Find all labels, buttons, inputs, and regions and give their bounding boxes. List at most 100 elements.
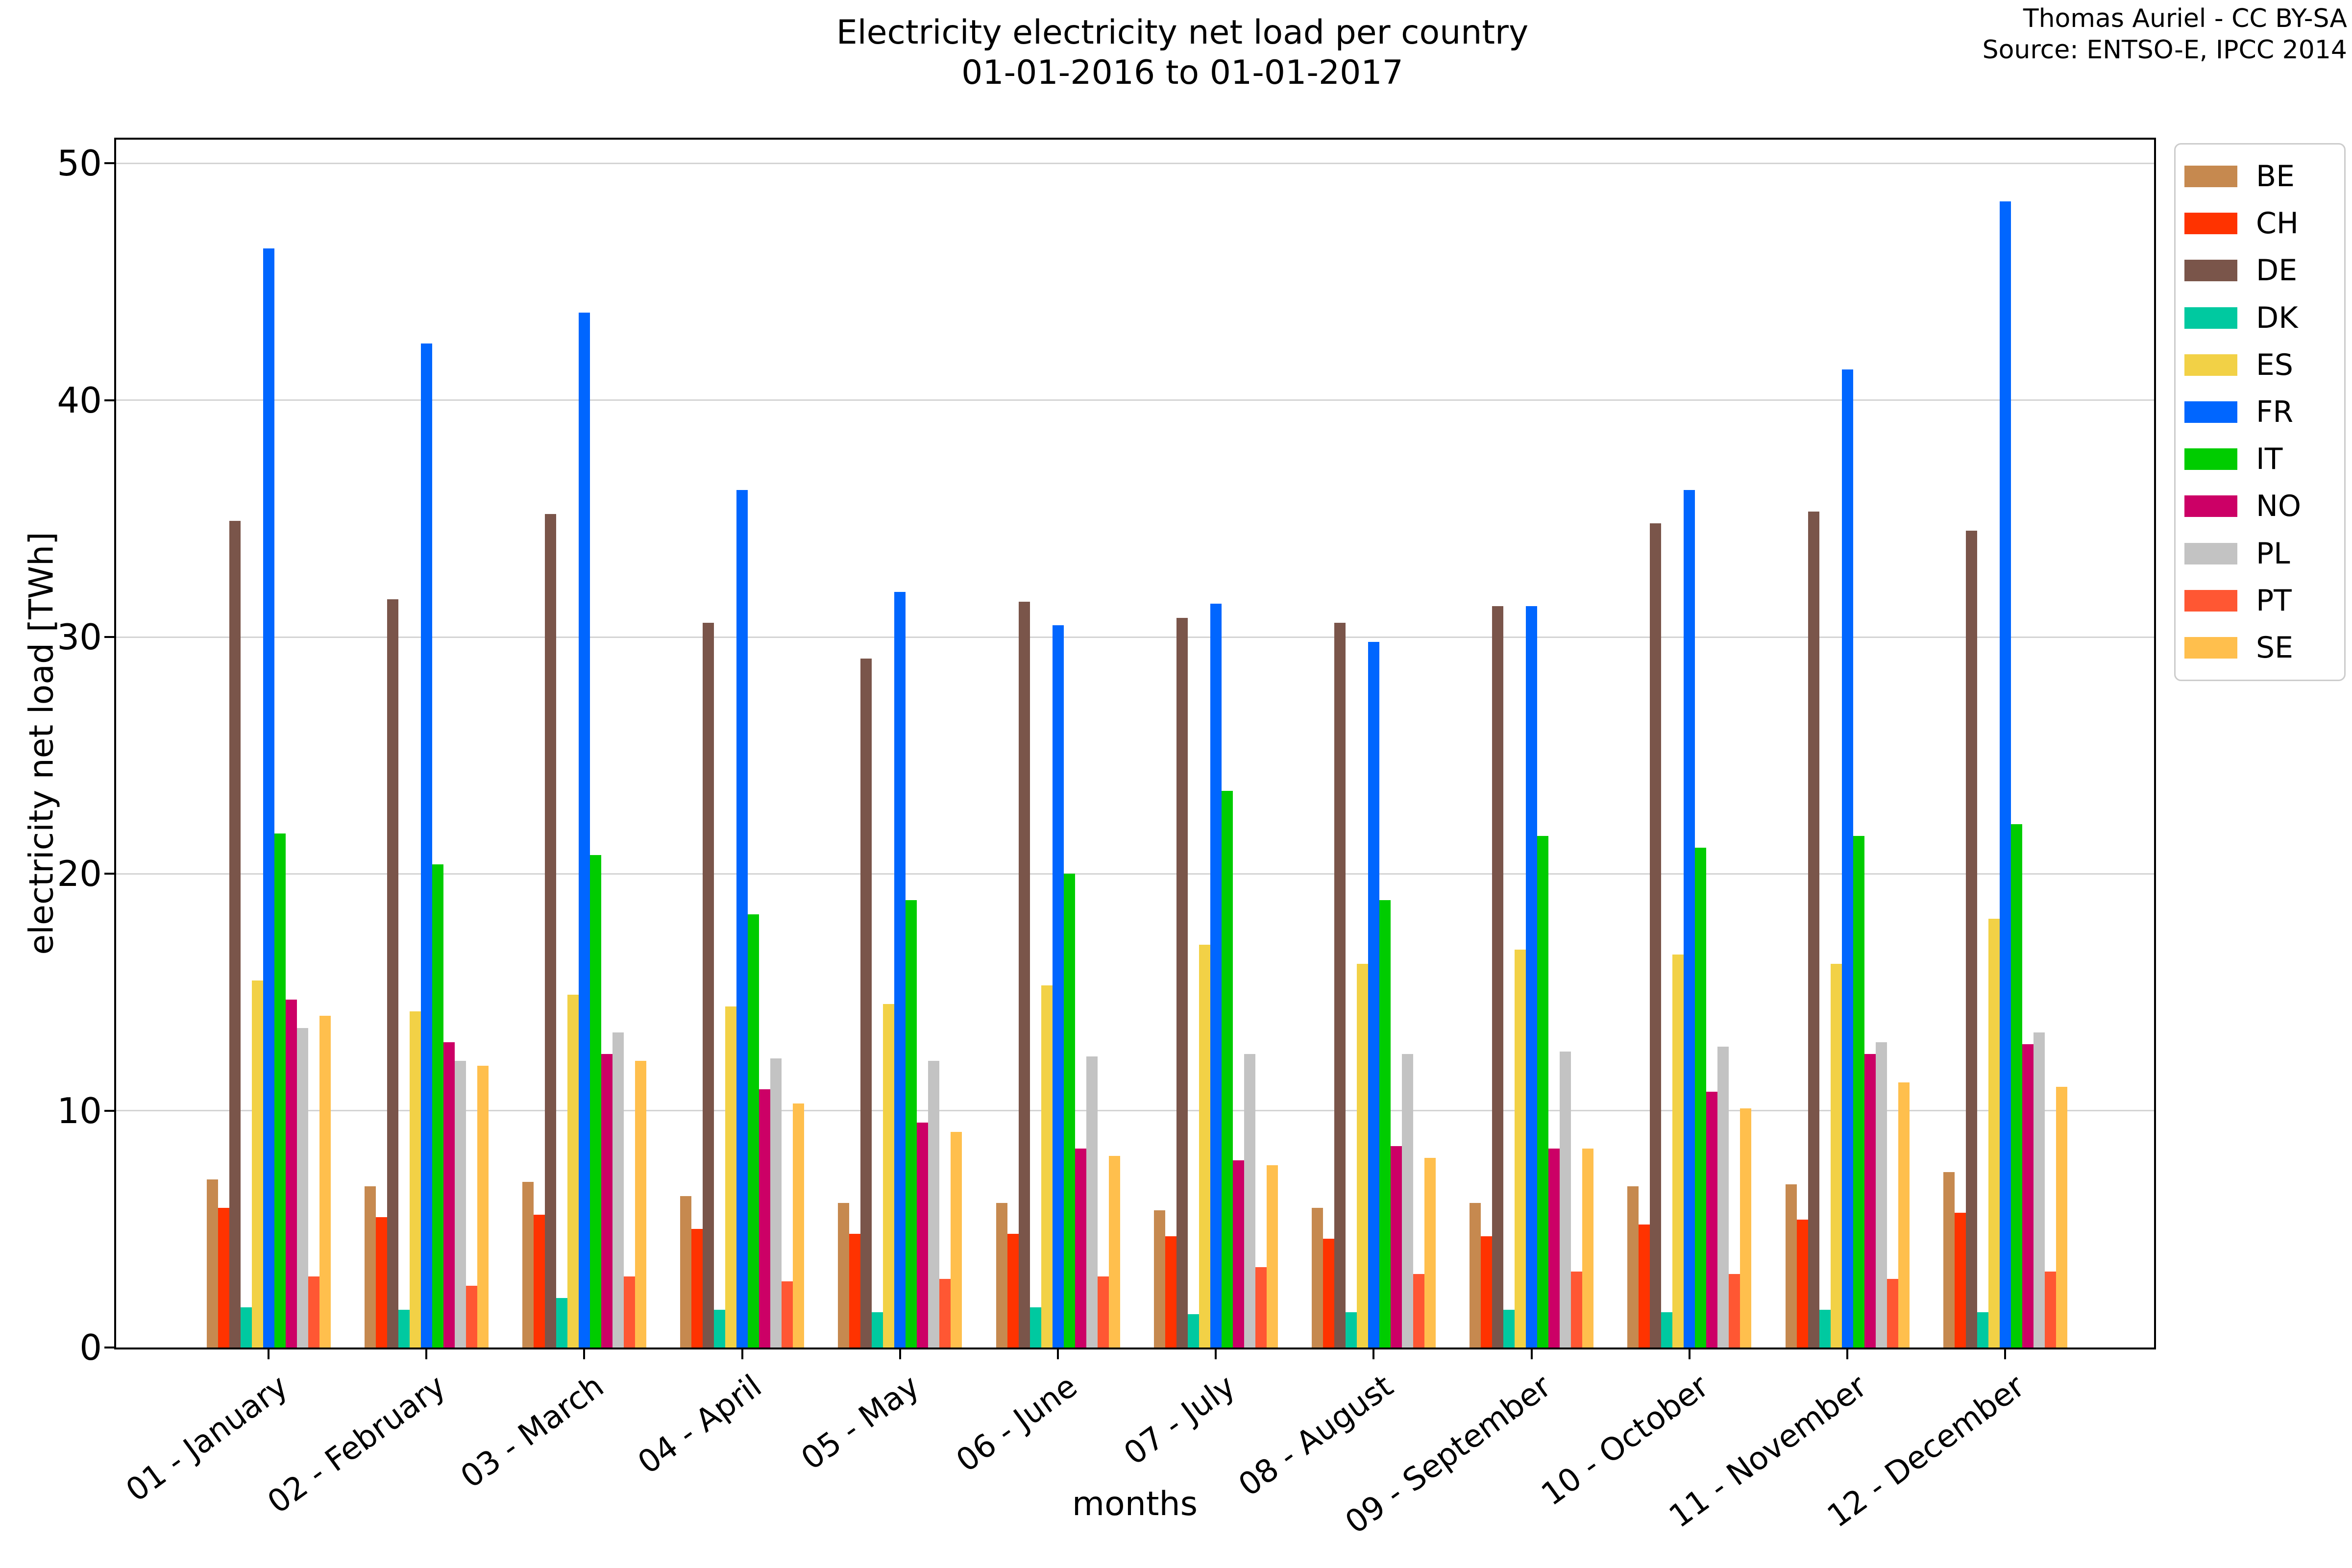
legend-item-pl: PL (2176, 537, 2344, 571)
bar-it-01 (274, 833, 286, 1348)
x-tick-label-03: 03 - March (454, 1368, 611, 1495)
chart-title-line1: Electricity electricity net load per cou… (836, 13, 1529, 52)
x-tick-mark-02 (425, 1349, 428, 1359)
bar-pt-09 (1571, 1272, 1583, 1348)
x-tick-mark-11 (1846, 1349, 1848, 1359)
bar-ch-12 (1954, 1212, 1966, 1348)
x-tick-mark-10 (1688, 1349, 1690, 1359)
bar-de-06 (1018, 601, 1030, 1348)
legend-label-no: NO (2256, 489, 2302, 524)
bar-de-04 (703, 623, 714, 1348)
bar-de-11 (1808, 511, 1819, 1348)
bar-se-02 (477, 1065, 489, 1348)
y-tick-label-40: 40 (57, 379, 102, 421)
bar-de-10 (1650, 523, 1662, 1348)
bar-no-07 (1232, 1160, 1244, 1348)
y-tick-mark-40 (104, 399, 114, 401)
bar-se-04 (793, 1103, 805, 1348)
gridline-50 (116, 162, 2154, 164)
bar-be-04 (680, 1196, 692, 1348)
bar-pt-04 (782, 1281, 793, 1348)
legend-swatch-ch (2184, 213, 2237, 235)
x-tick-mark-12 (2004, 1349, 2007, 1359)
legend-label-be: BE (2256, 159, 2295, 194)
legend-swatch-pl (2184, 542, 2237, 564)
bar-dk-05 (872, 1312, 883, 1348)
bar-it-04 (748, 914, 760, 1348)
bar-ch-02 (375, 1217, 387, 1348)
legend-label-ch: CH (2256, 206, 2299, 241)
gridline-10 (116, 1110, 2154, 1112)
bar-es-01 (251, 980, 263, 1348)
bar-se-06 (1108, 1155, 1120, 1348)
bar-se-09 (1582, 1149, 1594, 1348)
bar-be-07 (1153, 1210, 1165, 1348)
bar-ch-01 (218, 1207, 229, 1348)
legend-label-pl: PL (2256, 536, 2290, 571)
bar-pl-12 (2033, 1032, 2045, 1348)
bar-pt-08 (1413, 1274, 1424, 1348)
bar-no-09 (1548, 1149, 1560, 1348)
legend-item-se: SE (2176, 631, 2344, 665)
bar-pt-03 (623, 1276, 635, 1348)
bar-es-04 (725, 1006, 737, 1348)
gridline-20 (116, 873, 2154, 875)
bar-ch-08 (1323, 1238, 1334, 1348)
x-tick-label-06: 06 - June (950, 1368, 1084, 1480)
bar-pl-04 (770, 1058, 782, 1348)
bar-fr-10 (1684, 490, 1695, 1348)
bar-be-05 (838, 1203, 850, 1348)
x-tick-mark-05 (899, 1349, 901, 1359)
bar-es-10 (1672, 954, 1684, 1348)
bar-dk-09 (1503, 1309, 1515, 1348)
x-tick-label-04: 04 - April (631, 1368, 769, 1482)
bar-pl-10 (1717, 1047, 1729, 1348)
y-tick-label-0: 0 (79, 1327, 102, 1368)
bar-it-02 (432, 864, 443, 1348)
bar-be-10 (1627, 1186, 1639, 1348)
bar-dk-11 (1819, 1309, 1831, 1348)
plot-area (114, 138, 2156, 1349)
bar-pt-10 (1729, 1274, 1740, 1348)
bar-es-11 (1830, 964, 1842, 1348)
bar-fr-05 (894, 592, 906, 1348)
bar-it-03 (589, 855, 601, 1348)
bar-pl-05 (928, 1061, 940, 1348)
bar-es-12 (1988, 919, 2000, 1348)
bar-se-11 (1898, 1082, 1910, 1348)
bar-es-02 (409, 1011, 421, 1348)
y-tick-label-50: 50 (57, 143, 102, 184)
bar-fr-07 (1210, 604, 1222, 1348)
bar-de-05 (860, 658, 872, 1348)
bar-fr-06 (1052, 625, 1064, 1348)
bar-pl-01 (296, 1028, 308, 1348)
x-tick-mark-06 (1057, 1349, 1059, 1359)
bar-pt-02 (466, 1286, 477, 1348)
bar-it-07 (1221, 791, 1233, 1348)
bar-pl-06 (1086, 1056, 1098, 1348)
bar-it-08 (1379, 900, 1391, 1348)
bar-ch-07 (1165, 1236, 1176, 1348)
y-tick-label-30: 30 (57, 616, 102, 658)
bar-it-06 (1063, 874, 1075, 1348)
bar-it-09 (1537, 836, 1549, 1348)
bar-de-09 (1492, 606, 1504, 1348)
legend-label-pt: PT (2256, 583, 2292, 618)
bar-pl-03 (612, 1032, 624, 1348)
bar-no-10 (1706, 1092, 1718, 1348)
bar-no-01 (285, 999, 297, 1348)
bar-be-03 (522, 1181, 534, 1348)
y-tick-label-20: 20 (57, 853, 102, 895)
bar-pl-11 (1875, 1042, 1887, 1348)
x-tick-mark-08 (1372, 1349, 1375, 1359)
bar-fr-08 (1368, 641, 1379, 1348)
legend-swatch-fr (2184, 401, 2237, 423)
legend-label-es: ES (2256, 347, 2293, 382)
bar-es-06 (1041, 985, 1053, 1348)
chart-title: Electricity electricity net load per cou… (836, 13, 1528, 93)
bar-de-01 (229, 521, 241, 1348)
legend-swatch-se (2184, 637, 2237, 659)
x-tick-mark-04 (741, 1349, 743, 1359)
bar-no-04 (759, 1089, 771, 1348)
bar-ch-06 (1007, 1234, 1019, 1348)
